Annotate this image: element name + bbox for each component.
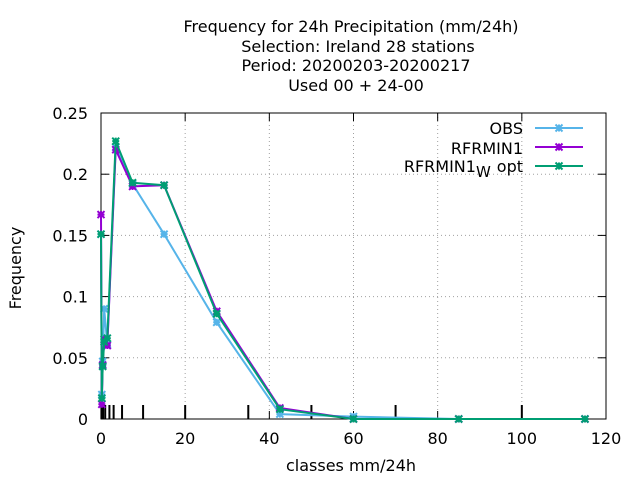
- series-line: [100, 149, 585, 420]
- x-tick-label: 80: [427, 429, 447, 448]
- title-line-4: Used 00 + 24-00: [288, 76, 424, 95]
- title-line-1: Frequency for 24h Precipitation (mm/24h): [183, 17, 518, 36]
- legend-label-rfrmin1-w-suffix: opt: [497, 157, 523, 176]
- data-point: [111, 136, 120, 146]
- data-point: [275, 409, 285, 419]
- x-tick-label: 120: [591, 429, 622, 448]
- y-tick-label: 0.2: [63, 165, 88, 184]
- x-axis-label: classes mm/24h: [286, 456, 416, 475]
- series-2: [96, 136, 590, 424]
- legend-label-rfrmin1: RFRMIN1: [451, 139, 523, 158]
- data-point: [159, 181, 169, 190]
- data-point: [96, 229, 106, 239]
- legend-sample-obs: [535, 123, 583, 133]
- y-tick-label: 0.15: [52, 226, 88, 245]
- data-point: [212, 309, 221, 318]
- data-point: [97, 400, 107, 409]
- data-point: [454, 414, 463, 424]
- y-tick-label: 0.05: [52, 349, 88, 368]
- series-line: [100, 140, 585, 420]
- legend-marker: [554, 123, 564, 133]
- y-tick-label: 0: [78, 410, 88, 429]
- series-line: [100, 146, 585, 420]
- x-tick-label: 60: [343, 429, 363, 448]
- data-point: [128, 178, 137, 187]
- data-point: [275, 405, 285, 414]
- y-axis-label: Frequency: [6, 227, 25, 310]
- legend-label-rfrmin1-w-subscript: W: [476, 163, 491, 181]
- legend-marker: [554, 161, 564, 171]
- data-point: [212, 318, 221, 327]
- gridlines: [101, 113, 606, 419]
- data-point: [103, 334, 112, 343]
- legend-marker: [554, 142, 564, 152]
- data-series: [96, 136, 590, 424]
- title-line-3: Period: 20200203-20200217: [241, 56, 470, 75]
- chart-title: Frequency for 24h Precipitation (mm/24h)…: [183, 17, 518, 95]
- title-line-2: Selection: Ireland 28 stations: [241, 37, 474, 56]
- data-point: [580, 414, 590, 424]
- x-tick-label: 0: [96, 429, 106, 448]
- data-point: [349, 414, 358, 424]
- series-1: [96, 145, 590, 424]
- series-0: [96, 143, 590, 424]
- data-point: [98, 362, 107, 371]
- legend: OBS RFRMIN1 RFRMIN1W opt: [404, 119, 583, 181]
- y-tick-label: 0.1: [63, 288, 88, 307]
- legend-label-rfrmin1-w-base: RFRMIN1: [404, 157, 476, 176]
- axes: 0 0.05 0.1 0.15 0.2 0.25 0 20 40 60 80 100 120: [52, 104, 621, 448]
- data-point: [97, 393, 107, 403]
- x-tick-label: 100: [507, 429, 538, 448]
- data-point: [159, 229, 169, 239]
- legend-sample-rfrmin1-w-opt: [535, 161, 583, 171]
- legend-sample-rfrmin1: [535, 142, 583, 152]
- data-point: [96, 210, 106, 219]
- x-tick-label: 20: [175, 429, 195, 448]
- x-tick-label: 40: [259, 429, 279, 448]
- data-point: [99, 304, 109, 314]
- legend-label-rfrmin1-w-opt: RFRMIN1W opt: [404, 157, 523, 181]
- legend-label-obs: OBS: [490, 119, 523, 138]
- y-tick-label: 0.25: [52, 104, 88, 123]
